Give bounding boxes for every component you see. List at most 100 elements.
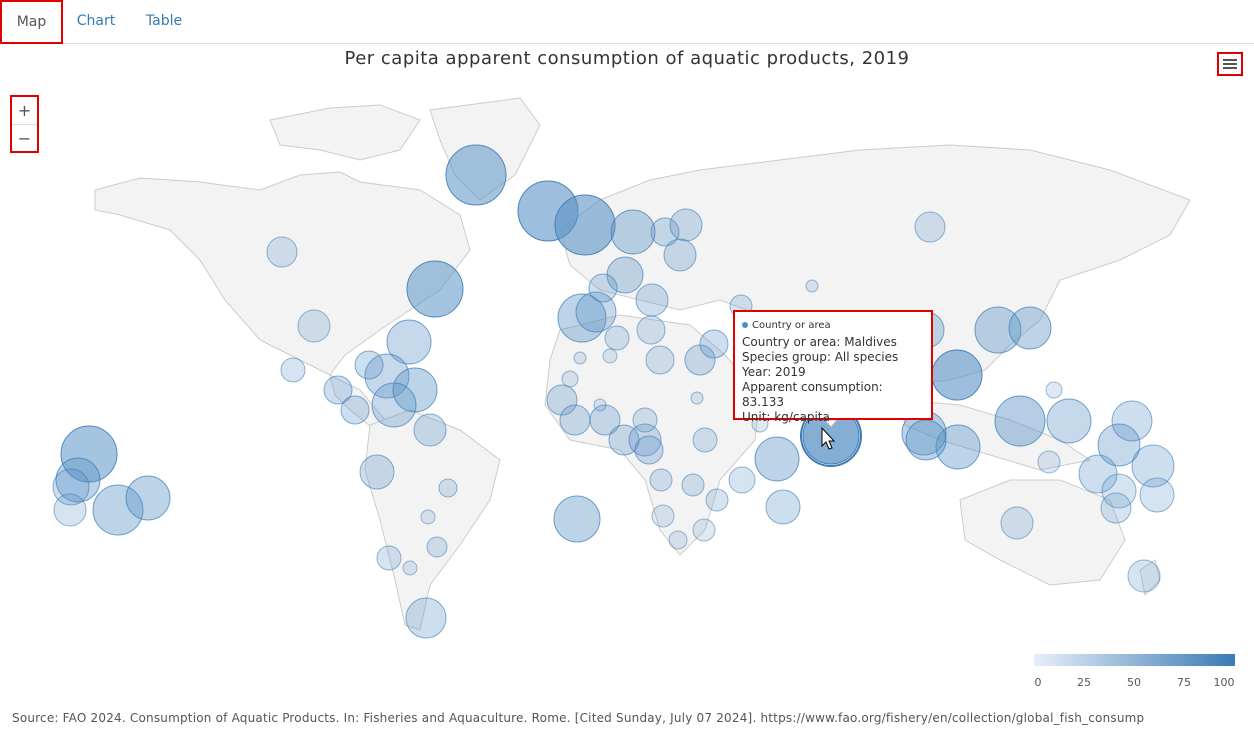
country-bubble[interactable] [426, 536, 448, 558]
country-bubble[interactable] [340, 395, 370, 425]
legend-tick: 100 [1213, 676, 1235, 689]
country-bubble[interactable] [420, 509, 436, 525]
country-bubble[interactable] [1046, 398, 1092, 444]
country-bubble[interactable] [376, 545, 402, 571]
country-bubble[interactable] [406, 260, 464, 318]
country-bubble[interactable] [805, 279, 819, 293]
country-bubble[interactable] [1139, 477, 1175, 513]
country-bubble[interactable] [60, 425, 118, 483]
land-se-asia-islands [899, 399, 1092, 471]
legend-tick: 50 [1127, 676, 1141, 689]
country-bubble[interactable] [364, 353, 410, 399]
country-bubble[interactable] [546, 384, 578, 416]
country-bubble[interactable] [405, 597, 447, 639]
country-bubble[interactable] [438, 478, 458, 498]
country-bubble[interactable] [649, 468, 673, 492]
country-bubble[interactable] [1045, 381, 1063, 399]
country-bubble[interactable] [445, 144, 507, 206]
land-canada-islands [269, 104, 421, 161]
country-bubble[interactable] [359, 454, 395, 490]
country-bubble[interactable] [1101, 473, 1137, 509]
mouse-cursor-icon [821, 426, 836, 450]
country-bubble[interactable] [765, 489, 801, 525]
zoom-in-button[interactable]: + [12, 97, 37, 125]
country-bubble[interactable] [1127, 559, 1161, 593]
country-bubble[interactable] [593, 398, 607, 412]
country-bubble[interactable] [935, 424, 981, 470]
country-bubble[interactable] [92, 484, 144, 536]
country-bubble[interactable] [1097, 423, 1141, 467]
country-bubble[interactable] [604, 325, 630, 351]
country-bubble[interactable] [728, 466, 756, 494]
country-bubble[interactable] [1131, 444, 1175, 488]
tab-bar: Map Chart Table [0, 0, 1254, 44]
country-bubble[interactable] [692, 427, 718, 453]
country-bubble[interactable] [280, 357, 306, 383]
world-map[interactable] [0, 85, 1254, 645]
country-bubble[interactable] [905, 419, 947, 461]
tab-chart[interactable]: Chart [76, 13, 116, 29]
country-bubble[interactable] [561, 370, 579, 388]
country-bubble[interactable] [650, 217, 680, 247]
country-bubble[interactable] [323, 375, 353, 405]
country-bubble[interactable] [974, 306, 1022, 354]
country-bubble[interactable] [1008, 306, 1052, 350]
tooltip-consumption: Apparent consumption: 83.133 [742, 380, 883, 409]
series-dot-icon [742, 322, 748, 328]
country-bubble[interactable] [699, 329, 729, 359]
tooltip-unit: Unit: kg/capita [742, 410, 830, 424]
land-australia [959, 479, 1126, 586]
color-legend: 0 25 50 75 100 [1034, 654, 1235, 692]
map-title: Per capita apparent consumption of aquat… [344, 48, 910, 69]
tooltip-country: Country or area: Maldives [742, 335, 897, 349]
country-bubble[interactable] [681, 473, 705, 497]
country-bubble[interactable] [705, 488, 729, 512]
country-bubble[interactable] [636, 315, 666, 345]
country-bubble[interactable] [1000, 506, 1034, 540]
country-bubble[interactable] [602, 348, 618, 364]
country-bubble[interactable] [914, 211, 946, 243]
legend-gradient [1034, 654, 1235, 666]
country-bubble[interactable] [645, 345, 675, 375]
country-bubble[interactable] [635, 283, 669, 317]
country-bubble[interactable] [413, 413, 447, 447]
country-bubble[interactable] [1111, 400, 1153, 442]
country-bubble[interactable] [651, 504, 675, 528]
country-bubble[interactable] [573, 351, 587, 365]
country-bubble[interactable] [754, 436, 800, 482]
tab-table[interactable]: Table [145, 13, 183, 29]
legend-tick: 0 [1034, 676, 1042, 689]
legend-ticks: 0 25 50 75 100 [1034, 676, 1235, 692]
country-bubble[interactable] [690, 391, 704, 405]
country-bubble[interactable] [371, 382, 417, 428]
country-bubble[interactable] [554, 194, 616, 256]
country-bubble[interactable] [1037, 450, 1061, 474]
country-bubble[interactable] [125, 475, 171, 521]
country-bubble[interactable] [628, 423, 662, 457]
source-credit: Source: FAO 2024. Consumption of Aquatic… [12, 711, 1145, 725]
country-bubble[interactable] [297, 309, 331, 343]
country-bubble[interactable] [386, 319, 432, 365]
hamburger-menu-icon[interactable] [1217, 52, 1243, 76]
country-bubble[interactable] [663, 238, 697, 272]
country-bubble[interactable] [668, 530, 688, 550]
country-bubble[interactable] [1100, 492, 1132, 524]
country-bubble[interactable] [553, 495, 601, 543]
country-bubble[interactable] [994, 395, 1046, 447]
country-bubble[interactable] [931, 349, 983, 401]
country-bubble[interactable] [588, 273, 618, 303]
country-bubble[interactable] [354, 350, 384, 380]
country-bubble[interactable] [559, 404, 591, 436]
country-bubble[interactable] [669, 208, 703, 242]
country-bubble[interactable] [610, 209, 656, 255]
country-bubble[interactable] [266, 236, 298, 268]
zoom-out-button[interactable]: − [17, 129, 32, 148]
country-bubble[interactable] [634, 435, 664, 465]
country-bubble[interactable] [692, 518, 716, 542]
country-bubble[interactable] [402, 560, 418, 576]
tab-map[interactable]: Map [0, 0, 63, 44]
country-bubble[interactable] [557, 293, 607, 343]
country-bubble[interactable] [632, 407, 658, 433]
country-bubble[interactable] [53, 493, 87, 527]
country-bubble[interactable] [589, 404, 621, 436]
